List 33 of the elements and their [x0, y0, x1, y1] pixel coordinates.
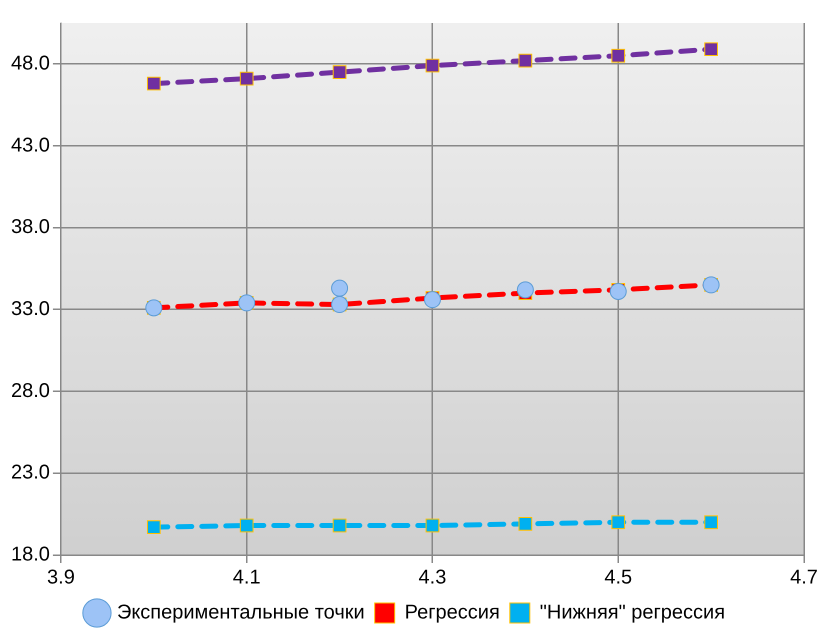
point: [704, 42, 718, 56]
y-tick-label: 38.0: [10, 216, 50, 238]
y-tick-label: 23.0: [10, 462, 50, 484]
y-tick-label: 28.0: [10, 380, 50, 402]
point: [332, 518, 346, 532]
point: [146, 520, 161, 534]
point: [146, 76, 161, 90]
point: [331, 280, 348, 297]
x-tick-label: 4.3: [418, 566, 446, 589]
point: [424, 291, 441, 308]
point: [516, 281, 534, 298]
x-tick-label: 3.9: [47, 566, 75, 589]
point: [426, 58, 440, 72]
y-tick-label: 18.0: [10, 544, 50, 566]
x-tick-label: 4.5: [604, 566, 632, 589]
point: [518, 54, 532, 68]
legend-label: "Нижняя" регрессия: [540, 602, 726, 624]
x-tick-label: 4.1: [232, 566, 261, 589]
y-tick-label: 48.0: [10, 52, 50, 74]
point: [518, 517, 532, 531]
point: [332, 65, 346, 79]
legend-label: Регрессия: [404, 602, 500, 624]
y-tick-label: 43.0: [10, 134, 50, 156]
x-tick-label: 4.7: [790, 566, 818, 589]
point: [426, 518, 440, 532]
y-tick-label: 33.0: [10, 298, 50, 320]
point: [240, 72, 254, 86]
point: [611, 48, 626, 63]
point: [704, 515, 718, 530]
point: [240, 518, 254, 532]
point: [611, 515, 626, 530]
point: [610, 282, 627, 300]
legend-label: Экспериментальные точки: [116, 602, 365, 624]
